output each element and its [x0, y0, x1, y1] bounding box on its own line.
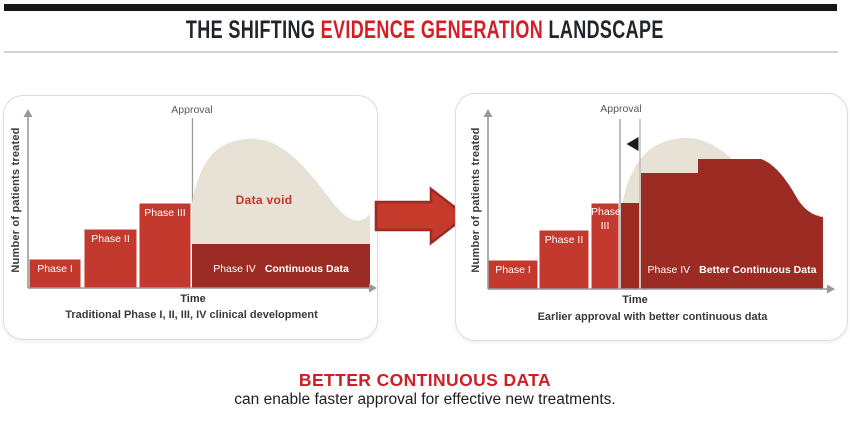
phase4-tag: Better Continuous Data: [699, 264, 817, 276]
panel-caption: Traditional Phase I, II, III, IV clinica…: [65, 309, 318, 321]
y-axis-arrow-icon: [23, 109, 33, 117]
earlier-approval-chart: [483, 109, 835, 294]
x-axis-arrow-icon: [827, 284, 835, 294]
flow-arrow-icon: [374, 186, 469, 246]
data-void-hump: [191, 138, 370, 245]
traditional-development-panel: Approval Number of patients treated Phas…: [3, 95, 378, 340]
title-prefix: THE SHIFTING: [186, 16, 316, 44]
phase3-bar: [138, 202, 192, 289]
phase4-block: [192, 244, 370, 288]
y-axis-label: Number of patients treated: [470, 127, 482, 273]
phase1-label: Phase I: [495, 264, 531, 276]
title-suffix: LANDSCAPE: [548, 16, 664, 44]
phase2-label: Phase II: [544, 234, 584, 246]
earlier-approval-panel: Approval Number of patients treated Phas…: [455, 93, 848, 341]
y-axis-label: Number of patients treated: [10, 127, 22, 273]
y-axis-arrow-icon: [483, 109, 493, 117]
phase4-name: Phase IV: [647, 264, 691, 276]
continuous-data-region: [641, 159, 823, 289]
header-divider: [4, 51, 838, 53]
phase4-name: Phase IV: [213, 263, 256, 275]
phase4-label: Phase IV Better Continuous Data: [641, 264, 823, 276]
phase4-label: Phase IV Continuous Data: [192, 263, 370, 275]
title-highlight: EVIDENCE GENERATION: [320, 16, 544, 44]
page-title: THE SHIFTING EVIDENCE GENERATION LANDSCA…: [0, 16, 850, 45]
data-void-label: Data void: [235, 193, 293, 207]
x-axis-label: Time: [622, 294, 648, 306]
x-axis-arrow-icon: [369, 283, 377, 293]
approval-label: Approval: [171, 104, 213, 116]
traditional-chart: [23, 109, 377, 293]
phase1-bar: [28, 258, 82, 289]
phase4-tag: Continuous Data: [264, 263, 349, 275]
panel-caption: Earlier approval with better continuous …: [537, 311, 768, 323]
footer-headline: BETTER CONTINUOUS DATA: [298, 370, 552, 390]
phase2-label: Phase II: [91, 233, 130, 245]
phase1-bar: [487, 259, 539, 290]
approval-label: Approval: [600, 103, 642, 115]
phase3-bar: [590, 202, 620, 290]
phase3-label: Phase III: [144, 207, 186, 219]
header-black-bar: [4, 4, 837, 11]
x-axis-label: Time: [180, 293, 206, 305]
phase2-bar: [538, 229, 590, 290]
phase4-early-strip: [621, 203, 639, 289]
phase3-label: Phase III: [591, 206, 621, 232]
phase1-label: Phase I: [37, 263, 73, 275]
earlier-approval-arrow-icon: [626, 137, 639, 151]
footer-subline: can enable faster approval for effective…: [234, 391, 616, 408]
